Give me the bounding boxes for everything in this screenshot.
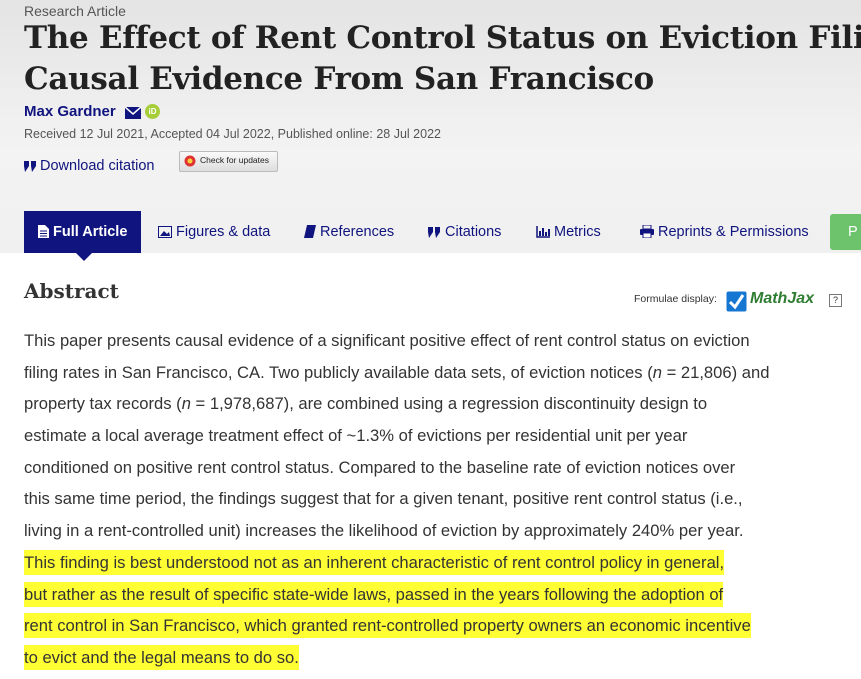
article-title: Causal Evidence From San Francisco [24,61,654,97]
abstract-line: but rather as the result of specific sta… [24,579,769,611]
text-segment: living in a rent-controlled unit) increa… [24,521,744,541]
highlight: This finding is best understood not as a… [24,549,725,575]
abstract-line: this same time period, the findings sugg… [24,483,769,515]
text-segment: conditioned on positive rent control sta… [24,457,736,477]
author-link[interactable]: Max Gardner [24,103,116,120]
quote-icon [24,161,36,172]
tab-icon [38,225,49,238]
text-segment: n [181,394,191,414]
abstract-line: conditioned on positive rent control sta… [24,452,769,484]
text-segment: estimate a local average treatment effec… [24,426,688,446]
tab-reprints[interactable]: Reprints & Permissions [640,211,809,253]
text-segment: rent control in San Francisco, which gra… [24,616,751,636]
crossmark-icon [184,155,196,167]
article-type: Research Article [24,3,126,19]
tab-label: References [320,224,395,240]
text-segment: this same time period, the findings sugg… [24,489,743,509]
abstract-line: rent control in San Francisco, which gra… [24,610,769,642]
tab-label: Metrics [554,224,601,240]
text-segment: This finding is best understood not as a… [24,552,725,572]
text-segment: This paper presents causal evidence of a… [24,331,750,350]
email-icon[interactable] [125,107,141,119]
orcid-icon[interactable]: iD [145,104,160,119]
tab-icon [158,226,172,238]
highlight: rent control in San Francisco, which gra… [24,613,751,639]
abstract-line: living in a rent-controlled unit) increa… [24,515,769,547]
text-segment: = 21,806) and [661,362,770,382]
text-segment: = 1,978,687), are combined using a regre… [190,394,708,414]
tab-label: Reprints & Permissions [658,224,809,240]
tab-figures[interactable]: Figures & data [158,211,270,253]
access-button[interactable]: P [830,214,861,250]
abstract-line: property tax records (n = 1,978,687), ar… [24,388,769,420]
tab-references[interactable]: References [304,211,394,253]
active-tab-pointer [76,253,92,261]
tab-icon [304,225,316,238]
highlight: to evict and the legal means to do so. [24,644,299,670]
abstract-line: This paper presents causal evidence of a… [24,325,769,357]
tab-label: Figures & data [176,224,271,240]
tab-full-article[interactable]: Full Article [24,211,142,253]
text-segment: filing rates in San Francisco, CA. Two p… [24,362,653,382]
mathjax-logo: MathJax [750,290,815,307]
abstract-line: to evict and the legal means to do so. [24,642,769,674]
tab-label: Citations [445,224,502,240]
tab-icon [536,226,550,238]
publication-dates: Received 12 Jul 2021, Accepted 04 Jul 20… [24,127,441,141]
help-icon[interactable]: ? [829,294,842,307]
article-header [0,0,861,253]
abstract-heading: Abstract [24,279,119,303]
abstract-line: estimate a local average treatment effec… [24,420,769,452]
abstract-line: This finding is best understood not as a… [24,547,769,579]
tab-citations[interactable]: Citations [428,211,501,253]
abstract-text: This paper presents causal evidence of a… [24,325,769,674]
text-segment: to evict and the legal means to do so. [24,647,299,667]
highlight: but rather as the result of specific sta… [24,581,724,607]
tab-icon [428,227,440,238]
tab-label: Full Article [53,224,128,240]
tab-icon [640,224,654,239]
text-segment: but rather as the result of specific sta… [24,584,724,604]
download-citation-link[interactable]: Download citation [40,158,155,174]
formulae-display-label: Formulae display: [634,293,717,305]
abstract-line: filing rates in San Francisco, CA. Two p… [24,357,769,389]
check-updates-label: Check for updates [200,155,269,165]
mathjax-checkbox[interactable] [726,291,747,312]
text-segment: n [652,362,662,382]
check-updates-button[interactable]: Check for updates [179,151,278,172]
article-title: The Effect of Rent Control Status on Evi… [24,20,861,56]
tab-metrics[interactable]: Metrics [536,211,601,253]
text-segment: property tax records ( [24,394,182,414]
